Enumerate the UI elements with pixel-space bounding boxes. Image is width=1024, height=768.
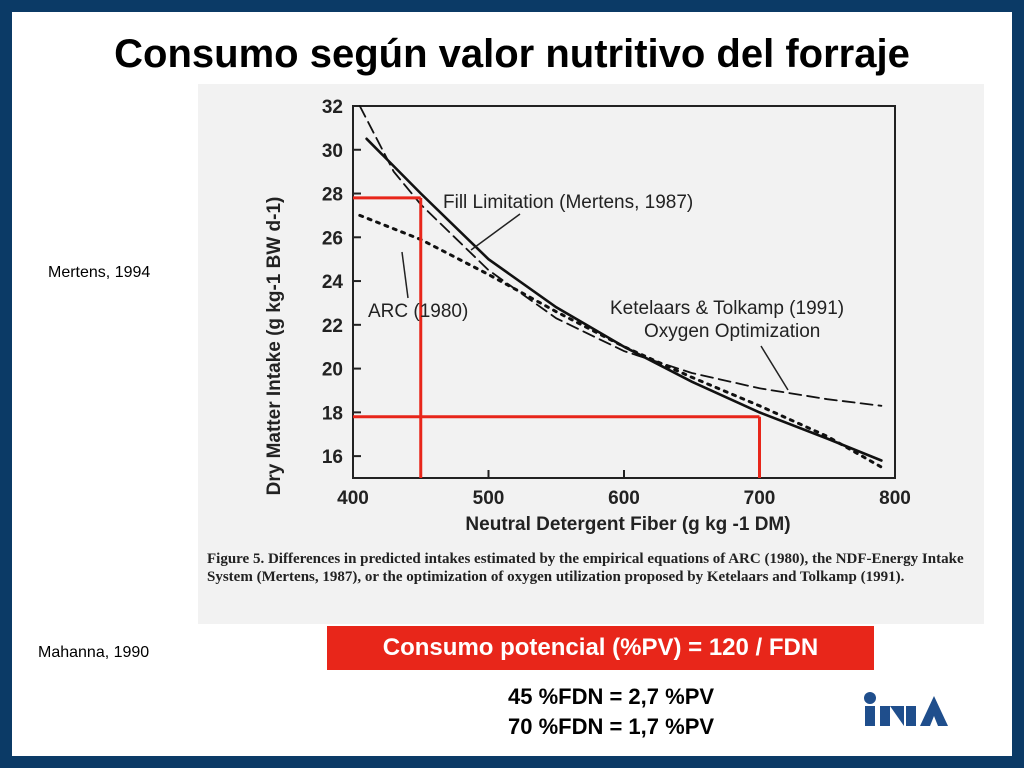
figure-panel: 400 500 600 700 800 16 18 20 22 24 26 28 30 32 Fill L… [198,84,984,624]
y-tick-label: 30 [322,141,343,162]
y-tick-label: 26 [322,228,343,249]
x-tick-label: 700 [744,488,776,509]
leader-arc [401,251,409,299]
plot-frame [352,105,896,479]
figure-caption: Figure 5. Differences in predicted intak… [207,551,964,585]
y-tick-label: 32 [322,97,343,118]
slide-title: Consumo según valor nutritivo del forraj… [114,32,910,76]
y-tick-label: 20 [322,360,343,381]
y-tick-label: 28 [322,185,343,206]
slide: Consumo según valor nutritivo del forraj… [12,12,1012,756]
y-tick-label: 18 [322,403,343,424]
formula-box: Consumo potencial (%PV) = 120 / FDN [327,626,874,670]
series-line-2 [358,105,883,407]
y-tick-label: 16 [322,447,343,468]
y-axis-label: Dry Matter Intake (g kg-1 BW d-1) [264,197,285,496]
y-tick-label: 24 [322,272,344,293]
x-tick-label: 600 [608,488,640,509]
x-tick-label: 800 [879,488,911,509]
series-line-0 [365,137,883,462]
y-tick-label: 22 [322,316,343,337]
leader-oxygen [760,345,789,391]
example-70: 70 %FDN = 1,7 %PV [508,714,715,739]
x-axis-label: Neutral Detergent Fiber (g kg -1 DM) [465,514,790,535]
annotation-arc: ARC (1980) [368,301,468,322]
reference-mertens: Mertens, 1994 [48,264,151,281]
annotation-oxygen: Oxygen Optimization [644,321,820,342]
series-line-1 [358,213,883,469]
inia-logo [864,692,948,726]
x-tick-label: 500 [473,488,505,509]
reference-mahanna: Mahanna, 1990 [38,644,150,661]
leader-fill-limitation [470,213,521,251]
intake-chart: 400 500 600 700 800 16 18 20 22 24 26 28 30 32 Fill L… [264,97,911,535]
annotation-ketelaars: Ketelaars & Tolkamp (1991) [610,298,844,319]
x-tick-label: 400 [337,488,369,509]
example-45: 45 %FDN = 2,7 %PV [508,684,715,709]
annotation-fill-limitation: Fill Limitation (Mertens, 1987) [443,192,693,213]
